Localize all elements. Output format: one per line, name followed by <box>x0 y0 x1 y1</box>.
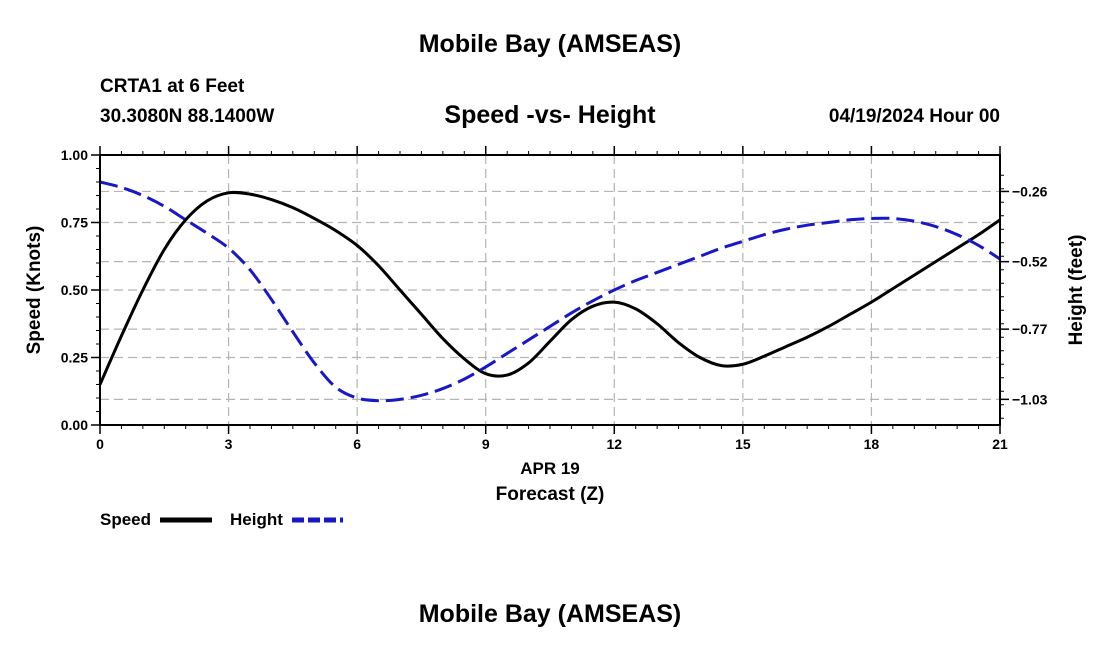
footer-title: Mobile Bay (AMSEAS) <box>418 600 682 628</box>
x-tick-label: 21 <box>992 436 1008 452</box>
legend-height-label: Height <box>230 510 283 529</box>
y-tick-label: 0.75 <box>61 215 88 231</box>
grid-lines <box>100 155 1000 425</box>
x-tick-label: 0 <box>96 436 104 452</box>
x-axis-date-label: APR 19 <box>520 459 580 478</box>
y2-tick-label: −0.77 <box>1012 321 1048 337</box>
forecast-date-label: 04/19/2024 Hour 00 <box>828 106 1000 127</box>
legend: Speed Height <box>100 510 343 529</box>
axis-labels: Speed (Knots) Height (feet) APR 19 Forec… <box>24 226 1087 505</box>
station-label: CRTA1 at 6 Feet <box>100 76 245 97</box>
coordinates-label: 30.3080N 88.1400W <box>100 106 275 127</box>
series-line-speed <box>98 190 1001 386</box>
x-tick-label: 18 <box>864 436 880 452</box>
y2-tick-label: −1.03 <box>1012 391 1048 407</box>
x-tick-label: 12 <box>606 436 622 452</box>
series-line-height <box>99 180 1001 403</box>
y-tick-label: 0.00 <box>61 417 88 433</box>
axis-ticks: 0 3 6 9 12 15 18 21 0.00 0.25 0.50 0.75 1.00 −0.26 −0.… <box>61 146 1048 452</box>
x-tick-label: 9 <box>482 436 490 452</box>
y2-axis-title: Height (feet) <box>1066 235 1087 346</box>
x-tick-label: 6 <box>353 436 361 452</box>
x-axis-title: Forecast (Z) <box>496 484 605 505</box>
x-tick-label: 15 <box>735 436 751 452</box>
series-lines <box>98 180 1001 403</box>
y-tick-label: 1.00 <box>61 147 88 163</box>
legend-speed-label: Speed <box>100 510 151 529</box>
y-axis-title: Speed (Knots) <box>24 226 45 355</box>
y2-tick-label: −0.52 <box>1012 254 1048 270</box>
y-tick-label: 0.50 <box>61 282 88 298</box>
y2-tick-label: −0.26 <box>1012 183 1048 199</box>
y-tick-label: 0.25 <box>61 350 88 366</box>
main-title: Mobile Bay (AMSEAS) <box>418 30 682 58</box>
chart-title: Speed -vs- Height <box>444 101 656 129</box>
x-tick-label: 3 <box>225 436 233 452</box>
